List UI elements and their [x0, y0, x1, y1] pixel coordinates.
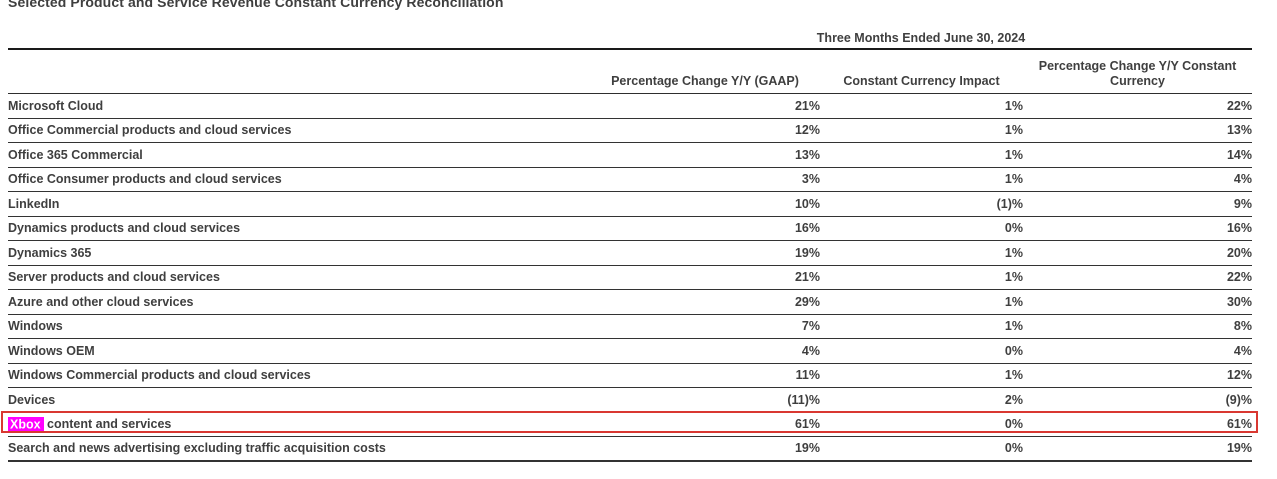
- row-label: Xbox content and services: [8, 417, 172, 432]
- table-row: Server products and cloud services 21% 1…: [8, 266, 1252, 290]
- row-impact-value: 0%: [1004, 221, 1023, 236]
- period-header-row: Three Months Ended June 30, 2024: [8, 28, 1252, 50]
- table-row: Windows OEM 4% 0% 4%: [8, 339, 1252, 364]
- table-body: Microsoft Cloud 21% 1% 22% Office Commer…: [1, 94, 1258, 462]
- row-label: Office 365 Commercial: [8, 147, 143, 162]
- row-gaap-value: 16%: [794, 221, 820, 236]
- table-row: Office 365 Commercial 13% 1% 14%: [8, 143, 1252, 168]
- row-gaap-value: (11)%: [787, 392, 820, 407]
- row-label: Windows OEM: [8, 343, 95, 358]
- row-label: LinkedIn: [8, 196, 60, 211]
- row-constant-currency-value: 30%: [1226, 294, 1252, 309]
- reconciliation-table: Three Months Ended June 30, 2024 Percent…: [1, 28, 1258, 462]
- row-label: Dynamics products and cloud services: [8, 221, 241, 236]
- row-gaap-value: 3%: [801, 172, 820, 187]
- row-label: Search and news advertising excluding tr…: [8, 441, 386, 456]
- table-row: Office Consumer products and cloud servi…: [8, 168, 1252, 192]
- row-constant-currency-value: 9%: [1233, 196, 1252, 211]
- row-constant-currency-value: 12%: [1226, 368, 1252, 383]
- column-header-constant-currency: Percentage Change Y/Y Constant Currency: [1038, 59, 1237, 88]
- column-header-impact: Constant Currency Impact: [843, 74, 1000, 88]
- row-label: Devices: [8, 392, 56, 407]
- row-gaap-value: 10%: [794, 196, 820, 211]
- row-impact-value: 0%: [1004, 417, 1023, 432]
- row-label: Windows: [8, 319, 63, 334]
- row-constant-currency-value: 14%: [1226, 147, 1252, 162]
- row-impact-value: 1%: [1004, 319, 1023, 334]
- row-gaap-value: 19%: [794, 441, 820, 456]
- row-constant-currency-value: 22%: [1226, 270, 1252, 285]
- row-gaap-value: 11%: [795, 368, 820, 383]
- row-gaap-value: 12%: [794, 123, 820, 138]
- row-impact-value: 0%: [1004, 343, 1023, 358]
- row-impact-value: 0%: [1004, 441, 1023, 456]
- period-header: Three Months Ended June 30, 2024: [816, 31, 1026, 45]
- row-impact-value: 1%: [1004, 98, 1023, 113]
- table-row: Dynamics products and cloud services 16%…: [8, 217, 1252, 241]
- row-impact-value: 1%: [1004, 294, 1023, 309]
- table-row: Windows Commercial products and cloud se…: [8, 364, 1252, 388]
- table-row: Windows 7% 1% 8%: [8, 315, 1252, 339]
- row-label: Office Consumer products and cloud servi…: [8, 172, 282, 187]
- row-gaap-value: 13%: [794, 147, 820, 162]
- table-row: Devices (11)% 2% (9)%: [8, 388, 1252, 413]
- row-gaap-value: 29%: [794, 294, 820, 309]
- table-row-highlighted: Xbox content and services 61% 0% 61%: [1, 410, 1258, 437]
- row-impact-value: 1%: [1004, 245, 1023, 260]
- row-impact-value: 1%: [1004, 270, 1023, 285]
- table-row: LinkedIn 10% (1)% 9%: [8, 192, 1252, 217]
- row-constant-currency-value: (9)%: [1225, 392, 1252, 407]
- row-impact-value: 1%: [1004, 123, 1023, 138]
- row-label: Office Commercial products and cloud ser…: [8, 123, 292, 138]
- row-label: Server products and cloud services: [8, 270, 220, 285]
- row-gaap-value: 21%: [794, 270, 820, 285]
- row-constant-currency-value: 22%: [1226, 98, 1252, 113]
- search-highlight: Xbox: [8, 417, 44, 432]
- table-row: Microsoft Cloud 21% 1% 22%: [8, 94, 1252, 119]
- row-label: Azure and other cloud services: [8, 294, 194, 309]
- row-impact-value: 1%: [1004, 172, 1023, 187]
- table-row: Azure and other cloud services 29% 1% 30…: [8, 290, 1252, 315]
- row-gaap-value: 21%: [794, 98, 820, 113]
- row-label: Windows Commercial products and cloud se…: [8, 368, 311, 383]
- row-constant-currency-value: 20%: [1226, 245, 1252, 260]
- column-header-gaap: Percentage Change Y/Y (GAAP): [611, 74, 799, 88]
- column-header-row: Percentage Change Y/Y (GAAP) Constant Cu…: [8, 50, 1252, 94]
- row-label: Dynamics 365: [8, 245, 92, 260]
- row-gaap-value: 4%: [801, 343, 820, 358]
- row-gaap-value: 7%: [801, 319, 820, 334]
- table-row: Office Commercial products and cloud ser…: [8, 119, 1252, 143]
- row-constant-currency-value: 13%: [1226, 123, 1252, 138]
- page-title: Selected Product and Service Revenue Con…: [8, 0, 504, 10]
- row-gaap-value: 61%: [794, 417, 820, 432]
- row-impact-value: 1%: [1004, 368, 1023, 383]
- row-constant-currency-value: 19%: [1226, 441, 1252, 456]
- row-impact-value: (1)%: [996, 196, 1023, 211]
- row-impact-value: 1%: [1004, 147, 1023, 162]
- row-constant-currency-value: 4%: [1233, 343, 1252, 358]
- row-gaap-value: 19%: [794, 245, 820, 260]
- table-row: Dynamics 365 19% 1% 20%: [8, 241, 1252, 266]
- row-label: Microsoft Cloud: [8, 98, 104, 113]
- row-constant-currency-value: 16%: [1226, 221, 1252, 236]
- row-constant-currency-value: 61%: [1226, 417, 1252, 432]
- row-impact-value: 2%: [1004, 392, 1023, 407]
- row-constant-currency-value: 4%: [1233, 172, 1252, 187]
- row-constant-currency-value: 8%: [1233, 319, 1252, 334]
- table-row: Search and news advertising excluding tr…: [8, 437, 1252, 462]
